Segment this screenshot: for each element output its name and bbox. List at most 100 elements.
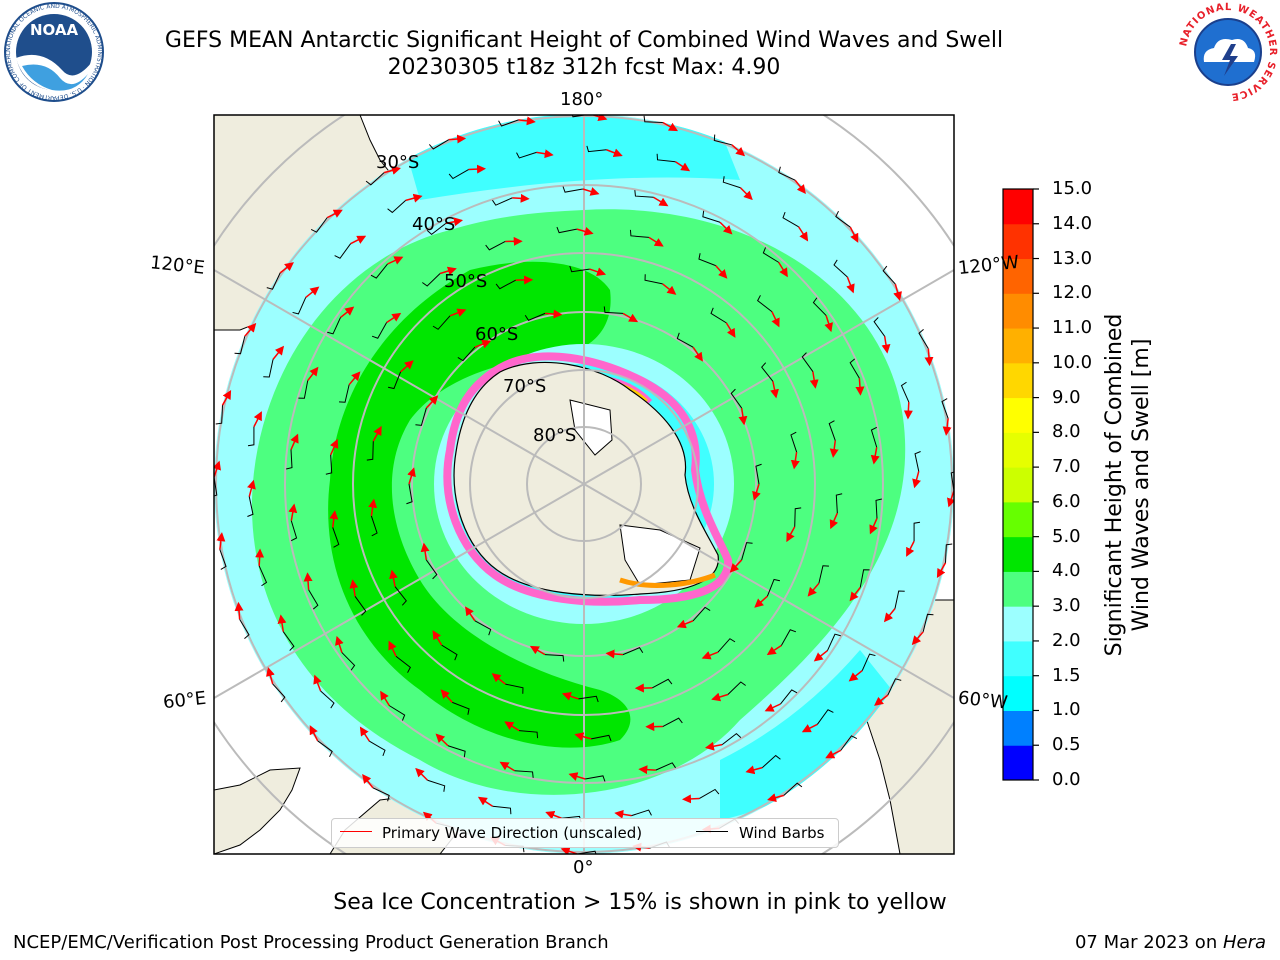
wave-arrow [924,348,934,367]
wave-arrow [350,235,367,245]
wind-barb [828,420,836,441]
wave-arrow [754,595,768,608]
wind-barb [447,745,466,758]
wave-arrow [681,794,700,804]
wave-arrow [711,692,729,702]
wind-barb [918,328,929,349]
wave-arrow [605,649,623,659]
wind-barb [219,549,227,570]
wave-arrow [253,411,262,428]
wind-barb [457,346,476,362]
wave-arrow [739,187,753,201]
colorbar-frame [1002,188,1034,781]
nws-logo: NATIONAL WEATHER SERVICE [1178,2,1278,102]
wave-arrow [790,451,800,470]
wind-barb [372,787,390,802]
wind-barb [622,647,644,656]
wave-direction-legend-swatch [340,831,372,832]
wind-barb [655,762,676,771]
wave-arrow [468,164,487,174]
colorbar-tick-label: 12.0 [1052,282,1093,304]
colorbar-tick-label: 15.0 [1052,178,1093,199]
lat-label-80s: 80°S [533,425,576,446]
wind-barb [722,176,741,189]
wind-barb [266,272,281,290]
wave-arrow [912,471,921,489]
wind-barb [782,211,799,228]
colorbar-tick-label: 14.0 [1052,212,1093,234]
wind-barb [341,652,356,671]
wave-arrow [329,510,339,528]
wave-arrow [529,645,546,656]
wave-direction-legend-label: Primary Wave Direction (unscaled) [382,824,643,842]
wave-arrow [277,614,287,632]
wind-barb [498,119,519,127]
wind-barb [492,197,513,206]
wind-barb [317,740,333,758]
wind-barb [652,678,673,689]
wave-arrow [778,261,788,278]
wind-barb [702,210,721,223]
wave-arrow [794,179,806,194]
wave-arrow [752,483,761,501]
wave-arrow [504,721,520,732]
wave-arrow [329,438,339,456]
wind-barb [766,578,781,597]
wave-arrow [906,540,915,557]
wind-barb [945,543,953,563]
wind-barb [698,253,716,267]
wave-arrow [290,433,299,450]
sea-ice-note: Sea Ice Concentration > 15% is shown in … [333,890,947,915]
chart-title: GEFS MEAN Antarctic Significant Height o… [164,28,1004,53]
colorbar-swatch [1003,362,1033,399]
wave-arrow [771,311,780,328]
wind-barb [422,273,441,287]
wind-barb [656,153,676,163]
wind-barb [859,569,870,588]
colorbar-swatch [1003,328,1033,364]
lon-label-180: 180° [560,89,604,110]
wind-barb [692,606,711,622]
wave-arrow [545,309,563,319]
wind-barb [387,200,407,214]
wind-barb [778,166,796,181]
wind-barb [699,788,720,799]
wave-arrow [770,381,779,399]
wave-arrow [288,503,298,521]
wind-barb [415,407,427,426]
wind-barb [369,740,386,757]
wind-barb [849,358,860,379]
wave-arrow [829,512,839,530]
wave-arrow [936,562,947,579]
wind-barb [816,709,834,725]
wind-barb [578,695,599,703]
colorbar-tick-label: 10.0 [1052,351,1093,373]
wind-barb [577,850,597,854]
wind-barb [861,653,876,671]
wind-barb-legend-label: Wind Barbs [739,824,825,842]
wind-barb [282,631,295,651]
machine-name: Hera [1222,932,1266,953]
wind-barb [545,654,565,662]
wind-barb [432,315,451,330]
colorbar-tick-label: 0.5 [1052,734,1081,756]
wave-arrow [560,847,578,854]
wave-arrow [829,440,839,458]
wind-barb [662,717,683,727]
lat-label-60s: 60°S [475,324,518,345]
wind-barb [717,638,736,653]
wind-barb [562,186,583,193]
wave-arrow [518,116,536,126]
wind-barb [234,336,246,355]
wave-arrow [870,447,880,465]
wave-arrow [825,749,842,759]
wave-arrow [801,723,818,733]
wave-arrow [383,166,401,175]
wave-arrow [715,265,728,279]
colorbar-swatch [1003,293,1033,329]
wave-arrow [869,518,878,535]
wave-arrow [449,308,467,317]
wave-arrow [638,765,656,775]
colorbar-swatch [1003,606,1033,642]
